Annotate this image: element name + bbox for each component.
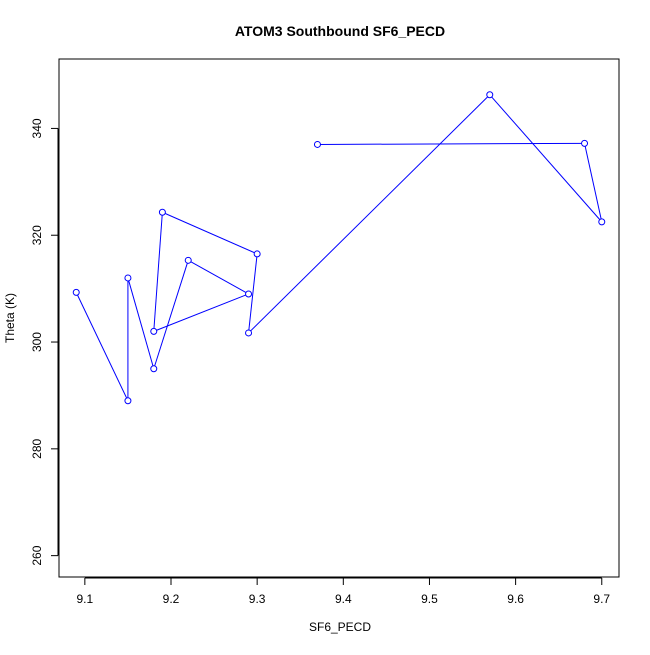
x-tick-label: 9.3: [249, 592, 266, 606]
y-axis: 260 280 300 320 340: [30, 118, 59, 566]
x-tick-label: 9.4: [335, 592, 352, 606]
data-point: [150, 327, 158, 335]
x-axis-label: SF6_PECD: [309, 620, 371, 634]
series-line-segment: [584, 143, 603, 222]
series-line-segment: [162, 211, 258, 255]
x-tick-label: 9.1: [77, 592, 94, 606]
series-line-segment: [153, 260, 189, 369]
y-tick-label: 320: [30, 225, 44, 245]
x-tick-label: 9.7: [593, 592, 610, 606]
series-line-segment: [248, 253, 258, 334]
series-line-segment: [489, 94, 603, 223]
series-line-segment: [153, 293, 249, 332]
data-point: [124, 397, 132, 405]
y-tick-label: 260: [30, 545, 44, 565]
data-point: [124, 274, 132, 282]
series-line-segment: [153, 212, 163, 332]
x-tick-label: 9.6: [507, 592, 524, 606]
x-tick-label: 9.5: [421, 592, 438, 606]
y-tick-label: 280: [30, 439, 44, 459]
series-line-segment: [248, 94, 491, 334]
y-axis-label: Theta (K): [3, 293, 17, 343]
data-point: [150, 365, 158, 373]
series-line-segment: [317, 142, 585, 145]
y-tick-label: 300: [30, 332, 44, 352]
data-point: [184, 256, 192, 264]
series-line-segment: [127, 277, 155, 369]
series-line-segment: [75, 292, 129, 401]
data-point: [245, 290, 253, 298]
data-point: [72, 288, 80, 296]
data-point: [245, 329, 253, 337]
series-layer: [72, 91, 606, 405]
data-point: [158, 208, 166, 216]
x-axis: 9.1 9.2 9.3 9.4 9.5 9.6 9.7: [77, 577, 610, 606]
plot-frame: [58, 58, 620, 578]
data-point: [253, 250, 261, 258]
y-tick-label: 340: [30, 118, 44, 138]
data-point: [486, 91, 494, 99]
data-point: [598, 218, 606, 226]
chart-title: ATOM3 Southbound SF6_PECD: [235, 23, 445, 39]
data-point: [581, 139, 589, 147]
series-line-segment: [187, 259, 249, 295]
x-tick-label: 9.2: [163, 592, 180, 606]
data-point: [313, 140, 321, 148]
